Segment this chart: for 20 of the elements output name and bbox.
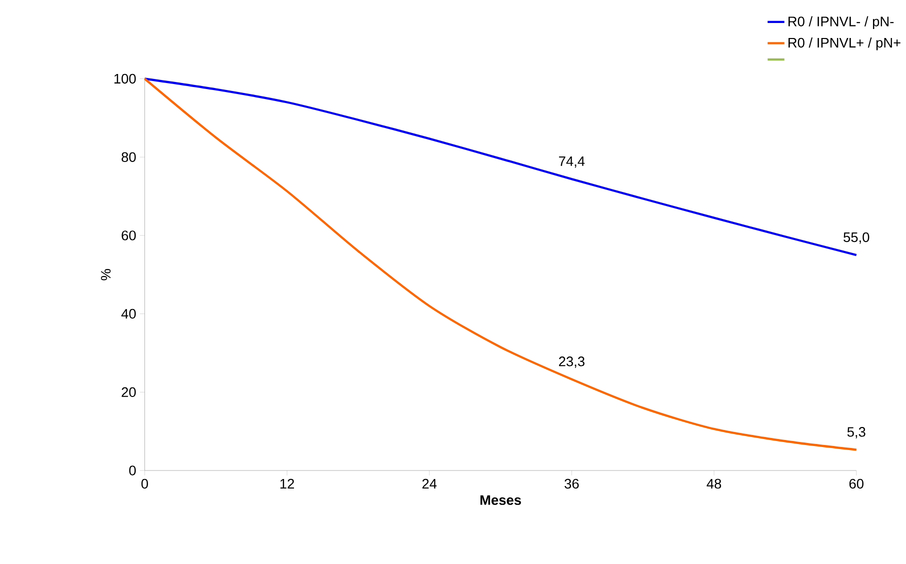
data-label: 55,0 <box>844 232 870 244</box>
y-axis-title: % <box>100 269 111 280</box>
y-tick-label: 20 <box>122 387 136 398</box>
data-label: 5,3 <box>847 427 866 438</box>
x-tick-label: 0 <box>141 478 148 489</box>
legend-label: R0 / IPNVL+ / pN+ <box>788 38 900 50</box>
y-tick-label: 100 <box>114 74 136 84</box>
y-tick-label: 0 <box>129 466 136 476</box>
y-tick-label: 60 <box>122 230 136 240</box>
data-label: 74,4 <box>559 156 585 168</box>
y-tick-label: 80 <box>122 152 136 162</box>
x-tick-label: 48 <box>706 478 722 489</box>
x-tick-label: 12 <box>280 478 294 488</box>
x-tick-label: 60 <box>849 478 864 489</box>
x-axis-title: Meses <box>480 495 521 505</box>
legend-label: R0 / IPNVL- / pN- <box>788 16 894 30</box>
x-tick-label: 36 <box>564 478 579 489</box>
data-label: 23,3 <box>559 356 584 368</box>
y-tick-label: 40 <box>121 308 136 319</box>
x-tick-label: 24 <box>422 478 437 488</box>
